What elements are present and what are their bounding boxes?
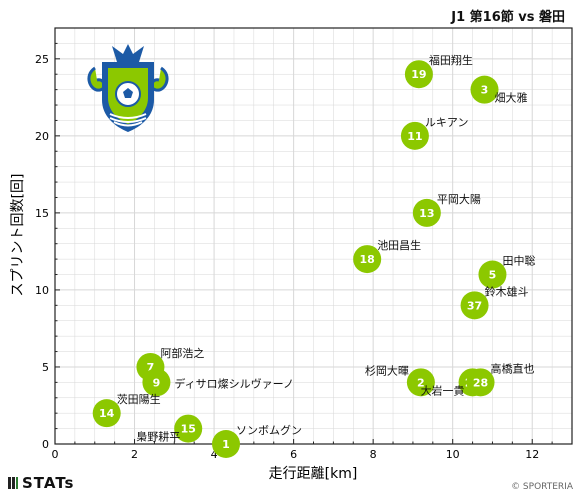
y-tick-label: 25 xyxy=(35,53,49,66)
y-tick-label: 5 xyxy=(42,361,49,374)
x-tick-label: 2 xyxy=(131,448,138,461)
player-name-label: 杉岡大暉 xyxy=(365,363,409,377)
y-tick-label: 10 xyxy=(35,284,49,297)
player-name-label: 梟野耕平 xyxy=(136,430,180,444)
player-number-3: 3 xyxy=(481,84,489,97)
player-name-label: 平岡大陽 xyxy=(437,192,481,206)
player-name-label: 高橋直也 xyxy=(491,361,535,375)
stats-brand: STATs xyxy=(8,474,74,492)
player-bubble-3[interactable] xyxy=(470,75,499,104)
player-name-label: 阿部浩之 xyxy=(160,346,204,360)
x-tick-label: 12 xyxy=(525,448,539,461)
player-number-28: 28 xyxy=(473,376,488,389)
x-tick-label: 6 xyxy=(290,448,297,461)
player-number-13: 13 xyxy=(419,207,434,220)
player-name-label: 大岩一貴 xyxy=(421,383,465,397)
player-name-label: 茨田陽生 xyxy=(117,392,161,406)
player-number-14: 14 xyxy=(99,407,115,420)
player-number-9: 9 xyxy=(153,376,161,389)
player-bubble-2[interactable] xyxy=(406,368,435,397)
player-name-label: ディサロ燦シルヴァーノ xyxy=(174,376,294,390)
match-title: J1 第16節 vs 磐田 xyxy=(451,10,565,25)
player-bubble-28[interactable] xyxy=(466,368,495,397)
y-axis-label: スプリント回数[回] xyxy=(10,174,26,297)
player-bubble-19[interactable] xyxy=(404,60,433,89)
player-bubble-9[interactable] xyxy=(142,368,171,397)
player-bubble-5[interactable] xyxy=(478,260,507,289)
stats-brand-text: STATs xyxy=(22,474,75,492)
player-bubble-14[interactable] xyxy=(92,399,121,428)
player-number-1: 1 xyxy=(222,438,230,451)
player-name-label: 池田昌生 xyxy=(377,238,421,252)
player-name-label: ソンボムグン xyxy=(236,423,302,437)
player-number-2: 2 xyxy=(417,376,425,389)
soccer-ball-panel-icon xyxy=(123,88,133,98)
player-bubble-13[interactable] xyxy=(412,198,441,227)
player-bubble-15[interactable] xyxy=(174,414,203,443)
player-number-7: 7 xyxy=(147,361,155,374)
player-name-label: 鈴木雄斗 xyxy=(485,284,529,298)
y-tick-label: 0 xyxy=(42,438,49,451)
x-tick-label: 10 xyxy=(446,448,460,461)
player-number-19: 19 xyxy=(411,68,426,81)
player-bubble-11[interactable] xyxy=(400,121,429,150)
x-tick-label: 4 xyxy=(211,448,218,461)
player-name-label: ルキアン xyxy=(425,116,469,129)
club-logo xyxy=(87,44,169,132)
player-number-5: 5 xyxy=(489,269,497,282)
player-number-11: 11 xyxy=(407,130,422,143)
player-name-label: 畑大雅 xyxy=(495,91,528,105)
player-bubble-1[interactable] xyxy=(212,430,241,458)
x-tick-label: 8 xyxy=(370,448,377,461)
crest-crown-icon xyxy=(112,44,144,62)
player-bubble-18[interactable] xyxy=(353,245,382,274)
player-bubble-37[interactable] xyxy=(460,291,489,320)
player-number-37: 37 xyxy=(467,299,482,312)
player-number-18: 18 xyxy=(360,253,375,266)
player-name-label: 福田翔生 xyxy=(429,53,473,67)
stats-logo-icon xyxy=(8,477,18,489)
data-points: 193111318537792222814151 xyxy=(92,60,507,458)
copyright-text: © SPORTERIA xyxy=(511,482,573,492)
crest-sea-waves-icon xyxy=(109,113,147,127)
x-axis-label: 走行距離[km] xyxy=(269,465,358,482)
player-name-label: 田中聡 xyxy=(502,254,535,268)
y-tick-label: 15 xyxy=(35,207,49,220)
y-tick-label: 20 xyxy=(35,130,49,143)
player-labels: 福田翔生畑大雅ルキアン平岡大陽池田昌生田中聡鈴木雄斗阿部浩之ディサロ燦シルヴァー… xyxy=(117,53,536,443)
player-number-15: 15 xyxy=(181,423,196,436)
x-tick-label: 0 xyxy=(52,448,59,461)
